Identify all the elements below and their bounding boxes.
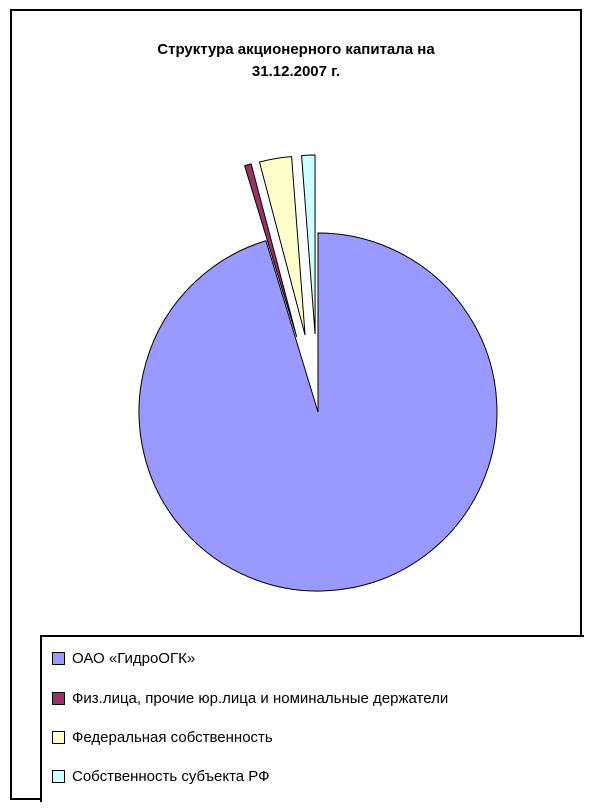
legend-swatch bbox=[52, 691, 65, 705]
legend-label: ОАО «ГидроОГК» bbox=[72, 649, 196, 667]
legend-label: Собственность субъекта РФ bbox=[72, 767, 270, 785]
legend-label: Федеральная собственность bbox=[72, 728, 273, 746]
chart-frame: Структура акционерного капитала на 31.12… bbox=[10, 9, 584, 802]
legend: ОАО «ГидроОГК» Физ.лица, прочие юр.лица … bbox=[40, 635, 584, 802]
legend-item: Собственность субъекта РФ bbox=[52, 765, 270, 787]
legend-label: Физ.лица, прочие юр.лица и номинальные д… bbox=[72, 689, 449, 707]
chart-title: Структура акционерного капитала на 31.12… bbox=[157, 41, 435, 80]
legend-swatch bbox=[52, 730, 65, 744]
legend-swatch bbox=[52, 769, 65, 783]
pie-slice bbox=[138, 232, 498, 592]
pie-slice bbox=[258, 156, 306, 336]
pie-slice bbox=[301, 154, 316, 335]
legend-item: Физ.лица, прочие юр.лица и номинальные д… bbox=[52, 687, 448, 709]
legend-item: ОАО «ГидроОГК» bbox=[52, 647, 195, 669]
pie-slice bbox=[243, 163, 298, 338]
legend-item: Федеральная собственность bbox=[52, 726, 273, 748]
legend-swatch bbox=[52, 651, 65, 665]
pie-chart bbox=[138, 154, 498, 592]
